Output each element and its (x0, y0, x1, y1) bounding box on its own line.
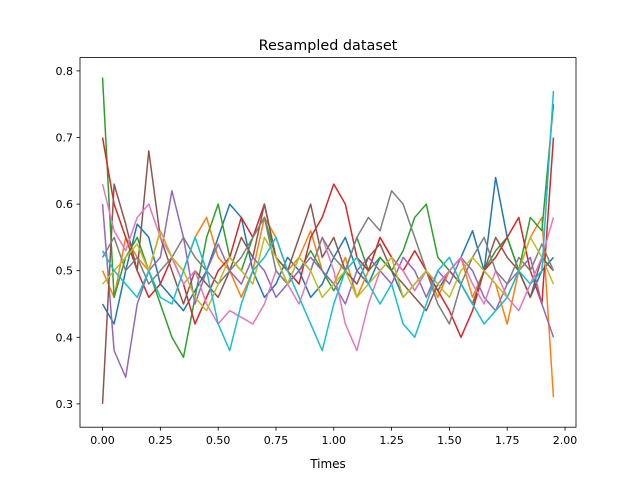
y-tick-label: 0.8 (56, 65, 74, 78)
x-tick-label: 0.25 (148, 434, 173, 447)
y-tick-label: 0.6 (56, 198, 74, 211)
series-line-8 (101, 190, 555, 325)
series-line-1 (101, 176, 555, 325)
series-line-10 (101, 90, 555, 352)
x-axis-ticks: 0.00 0.25 0.50 0.75 1.00 1.25 1.50 1.75 2.00 (90, 427, 577, 447)
x-tick-label: 1.25 (379, 434, 404, 447)
series-layer (101, 77, 555, 404)
x-tick-label: 1.50 (437, 434, 462, 447)
x-tick-label: 1.00 (322, 434, 347, 447)
x-tick-label: 2.00 (553, 434, 578, 447)
x-axis-label: Times (309, 457, 346, 471)
y-axis-ticks: 0.3 0.4 0.5 0.6 0.7 0.8 (56, 65, 80, 411)
series-line-9 (101, 230, 555, 312)
x-tick-label: 0.00 (90, 434, 115, 447)
plot-frame (79, 57, 577, 428)
series-line-5 (101, 190, 555, 378)
chart-title: Resampled dataset (259, 38, 398, 54)
y-tick-label: 0.4 (56, 331, 74, 344)
x-tick-label: 1.75 (495, 434, 520, 447)
series-line-7 (101, 183, 555, 352)
y-tick-label: 0.5 (56, 265, 74, 278)
y-tick-label: 0.7 (56, 132, 74, 145)
x-tick-label: 0.50 (206, 434, 231, 447)
y-tick-label: 0.3 (56, 398, 74, 411)
x-tick-label: 0.75 (264, 434, 289, 447)
